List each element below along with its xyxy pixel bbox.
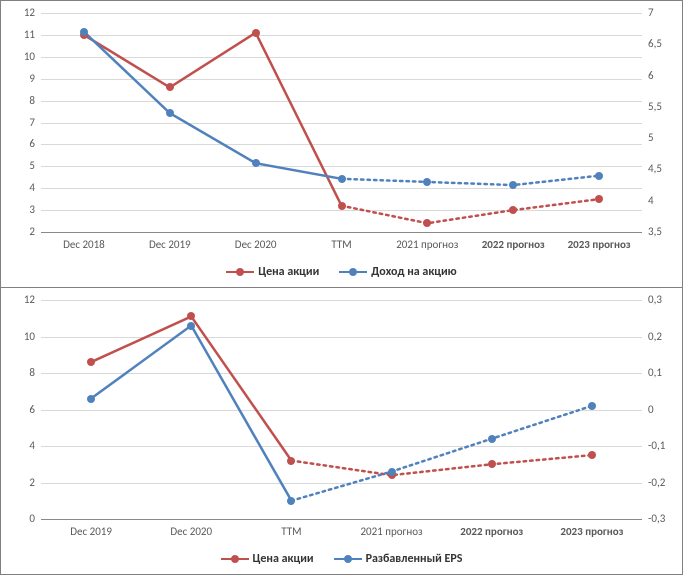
y-right-tick: 4 — [648, 194, 654, 207]
legend-swatch — [221, 554, 249, 564]
legend-swatch — [334, 554, 362, 564]
y-right-tick: 0 — [648, 403, 654, 416]
y-right-tick: 7 — [648, 6, 654, 19]
legend-swatch — [226, 267, 254, 277]
y-right-tick: -0,1 — [648, 439, 665, 452]
data-marker-2 — [588, 402, 596, 410]
legend-item-1: Цена акции — [221, 552, 314, 566]
y-left-tick: 0 — [1, 512, 35, 525]
series-solid-2 — [84, 32, 342, 179]
data-marker-2 — [80, 28, 88, 36]
y-right-tick: 0,3 — [648, 293, 662, 306]
x-tick: TTM — [281, 525, 301, 538]
legend-item-1: Цена акции — [226, 265, 319, 279]
legend-item-2: Доход на акцию — [339, 265, 456, 279]
y-left-tick: 4 — [1, 439, 35, 452]
y-left-tick: 6 — [1, 137, 35, 150]
series-solid-1 — [84, 33, 342, 206]
y-right-tick: 5,5 — [648, 100, 662, 113]
legend-label: Доход на акцию — [371, 265, 456, 279]
line-layer — [41, 300, 642, 519]
series-solid-2 — [91, 326, 291, 501]
legend: Цена акции Доход на акцию — [1, 265, 682, 281]
series-dashed-1 — [342, 199, 600, 223]
data-marker-1 — [287, 457, 295, 465]
y-left-tick: 12 — [1, 293, 35, 306]
data-marker-2 — [87, 395, 95, 403]
y-right-tick: 0,2 — [648, 330, 662, 343]
data-marker-2 — [488, 435, 496, 443]
x-tick: Dec 2019 — [70, 525, 112, 538]
y-right-tick: 4,5 — [648, 162, 662, 175]
x-tick: 2021 прогноз — [396, 238, 458, 251]
x-tick: Dec 2019 — [149, 238, 191, 251]
x-tick: Dec 2018 — [63, 238, 105, 251]
x-tick: 2023 прогноз — [560, 525, 623, 538]
y-left-tick: 10 — [1, 50, 35, 63]
data-marker-2 — [166, 109, 174, 117]
line-chart-panel-1: 2 3 4 5 6 7 8 9 10 11 12 3,5 4 4,5 5 5,5 6 6,5 7 Dec 2018 De… — [1, 1, 682, 287]
legend-item-2: Разбавленный EPS — [334, 552, 463, 566]
y-left-tick: 10 — [1, 330, 35, 343]
x-tick: Dec 2020 — [235, 238, 277, 251]
data-marker-1 — [338, 202, 346, 210]
y-right-tick: -0,2 — [648, 476, 665, 489]
legend-swatch — [339, 267, 367, 277]
data-marker-2 — [338, 175, 346, 183]
chart-page: 2 3 4 5 6 7 8 9 10 11 12 3,5 4 4,5 5 5,5 6 6,5 7 Dec 2018 De… — [0, 0, 683, 575]
y-right-tick: 0,1 — [648, 366, 662, 379]
series-dashed-1 — [291, 455, 592, 475]
legend: Цена акции Разбавленный EPS — [1, 552, 682, 568]
data-marker-2 — [388, 468, 396, 476]
legend-label: Цена акции — [258, 265, 319, 279]
y-left-tick: 12 — [1, 6, 35, 19]
plot-area — [41, 13, 642, 233]
data-marker-2 — [595, 172, 603, 180]
y-right-tick: 6 — [648, 69, 654, 82]
data-marker-1 — [588, 451, 596, 459]
y-left-tick: 8 — [1, 94, 35, 107]
y-right-tick: 6,5 — [648, 37, 662, 50]
y-right-tick: -0,3 — [648, 512, 665, 525]
y-left-tick: 9 — [1, 72, 35, 85]
legend-label: Цена акции — [253, 552, 314, 566]
y-left-tick: 2 — [1, 476, 35, 489]
x-tick: 2022 прогноз — [460, 525, 523, 538]
y-left-tick: 6 — [1, 403, 35, 416]
y-left-tick: 3 — [1, 203, 35, 216]
data-marker-1 — [488, 460, 496, 468]
y-right-tick: 5 — [648, 131, 654, 144]
y-left-tick: 5 — [1, 159, 35, 172]
y-left-tick: 7 — [1, 116, 35, 129]
data-marker-1 — [252, 29, 260, 37]
y-left-tick: 4 — [1, 181, 35, 194]
series-dashed-2 — [291, 406, 592, 501]
y-left-tick: 2 — [1, 225, 35, 238]
data-marker-2 — [252, 159, 260, 167]
line-layer — [41, 13, 642, 232]
x-tick: 2022 прогноз — [482, 238, 545, 251]
x-tick: TTM — [331, 238, 351, 251]
y-right-tick: 3,5 — [648, 225, 662, 238]
y-left-tick: 8 — [1, 366, 35, 379]
plot-area — [41, 300, 642, 520]
series-solid-1 — [91, 316, 291, 460]
series-dashed-2 — [342, 176, 600, 185]
x-tick: Dec 2020 — [170, 525, 212, 538]
data-marker-2 — [187, 322, 195, 330]
y-left-tick: 11 — [1, 28, 35, 41]
x-tick: 2021 прогноз — [360, 525, 422, 538]
x-tick: 2023 прогноз — [568, 238, 631, 251]
legend-label: Разбавленный EPS — [366, 552, 463, 566]
line-chart-panel-2: 0 2 4 6 8 10 12 -0,3 -0,2 -0,1 0 0,1 0,2 0,3 Dec 2019 D… — [1, 288, 682, 574]
